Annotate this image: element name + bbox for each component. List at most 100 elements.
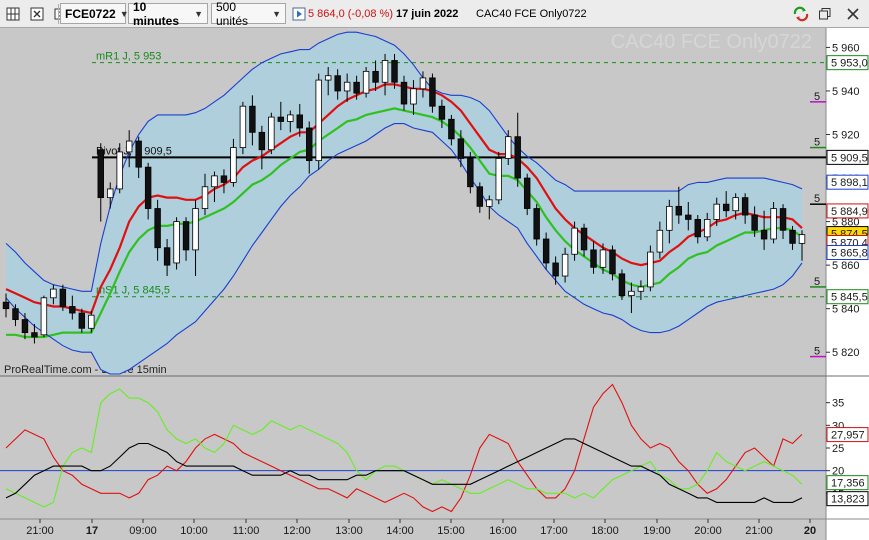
candle — [486, 195, 493, 220]
candle-body-up — [343, 81, 351, 92]
candle-body-down — [429, 77, 436, 107]
candle-body-down — [372, 70, 379, 83]
candle — [713, 197, 720, 226]
candle-body-up — [287, 114, 294, 122]
chevron-down-icon: ▼ — [272, 8, 281, 19]
candle-body-down — [438, 105, 446, 120]
price-badge-label: 5 953,0 — [831, 58, 868, 70]
candle — [675, 186, 683, 224]
time-tick-label: 20 — [804, 525, 816, 537]
candle — [514, 112, 521, 187]
candle — [779, 204, 787, 240]
candle-body-up — [713, 203, 720, 220]
candle — [410, 80, 417, 115]
grid-icon[interactable] — [2, 3, 24, 24]
price-badge — [826, 149, 869, 165]
time-tick-label: 11:00 — [233, 525, 260, 537]
candle — [656, 221, 664, 259]
candle — [704, 212, 711, 242]
candle — [343, 73, 351, 102]
candle-body-down — [552, 262, 559, 277]
candle — [78, 308, 86, 333]
osc-tick-label: 25 — [832, 443, 844, 455]
candle — [599, 243, 607, 274]
candle — [760, 210, 768, 250]
time-tick-label: 17:00 — [540, 525, 568, 537]
time-tick-label: 12:00 — [283, 525, 311, 537]
candle — [2, 293, 10, 318]
timeframe-select[interactable]: 10 minutes ▼ — [128, 0, 208, 28]
candle — [400, 75, 408, 111]
time-tick-label: 16:00 — [489, 525, 517, 537]
candle — [467, 151, 474, 194]
price-badge — [826, 174, 869, 190]
price-tick-label: 5 880 — [832, 217, 860, 229]
candle — [419, 71, 427, 98]
osc-tick-label: 35 — [832, 398, 844, 410]
candle-body-down — [675, 205, 683, 216]
candle-body-up — [268, 116, 275, 151]
candle — [618, 269, 626, 300]
instrument-select[interactable]: FCE0722 ▼ — [60, 3, 129, 24]
osc-badge-label: 27,957 — [831, 430, 865, 442]
candle-body-up — [770, 208, 777, 240]
candle-body-up — [88, 314, 95, 329]
candle — [438, 99, 446, 128]
candle-body-down — [760, 229, 768, 240]
close-icon[interactable] — [842, 3, 864, 24]
candle — [609, 245, 616, 281]
restore-icon[interactable] — [814, 3, 836, 24]
candle-body-down — [334, 75, 341, 92]
candle — [637, 280, 645, 300]
candle-body-up — [173, 221, 180, 264]
candle-body-down — [31, 332, 38, 338]
candle-body-down — [296, 114, 303, 129]
candle-body-down — [779, 208, 787, 231]
candle-body-up — [656, 229, 664, 253]
candle-body-up — [125, 140, 133, 153]
candle-body-up — [666, 205, 673, 231]
chart-area[interactable]: CAC40 FCE Only0722 ProRealTime.com - Dif… — [0, 28, 869, 540]
candle-body-up — [637, 286, 645, 292]
price-marker: 5 — [814, 137, 820, 149]
attribution-text: ProRealTime.com - Différé 15min — [4, 364, 167, 376]
refresh-icon[interactable] — [790, 3, 812, 24]
candle-body-down — [590, 249, 597, 268]
instrument-label: FCE0722 — [65, 6, 116, 21]
price-tick-label: 5 840 — [832, 304, 860, 316]
candle — [647, 245, 654, 292]
candle — [372, 60, 379, 91]
candle — [732, 193, 739, 220]
play-icon[interactable] — [288, 3, 310, 24]
candle-body-up — [211, 175, 218, 188]
candle-body-down — [751, 214, 758, 231]
toggle-icon[interactable] — [26, 3, 48, 24]
candle-body-down — [457, 138, 465, 159]
candle — [211, 171, 218, 202]
time-tick-label: 21:00 — [745, 525, 773, 537]
candle-body-down — [741, 197, 749, 216]
units-select[interactable]: 500 unités ▼ — [211, 0, 286, 28]
candle-body-down — [789, 229, 796, 244]
candle — [628, 282, 635, 314]
candle-body-up — [628, 290, 635, 297]
candle — [590, 241, 597, 274]
candle — [88, 310, 95, 333]
candle — [770, 202, 777, 244]
candle — [154, 199, 161, 261]
toolbar: FCE0722 ▼ 10 minutes ▼ 500 unités ▼ 5 86… — [0, 0, 869, 28]
candle — [116, 143, 123, 194]
price-badge-label: 5 884,9 — [831, 206, 868, 218]
candle — [287, 110, 294, 133]
candle — [239, 101, 247, 155]
candle — [125, 130, 133, 168]
candle — [107, 182, 114, 209]
series-line-1 — [6, 107, 803, 339]
candle — [220, 169, 228, 194]
candle-body-down — [542, 238, 550, 264]
candle-body-down — [685, 214, 692, 220]
candle-body-up — [50, 288, 57, 299]
candle — [31, 323, 38, 344]
level-label-mS1: mS1 J, 5 845,5 — [96, 285, 170, 297]
candle — [666, 199, 673, 244]
